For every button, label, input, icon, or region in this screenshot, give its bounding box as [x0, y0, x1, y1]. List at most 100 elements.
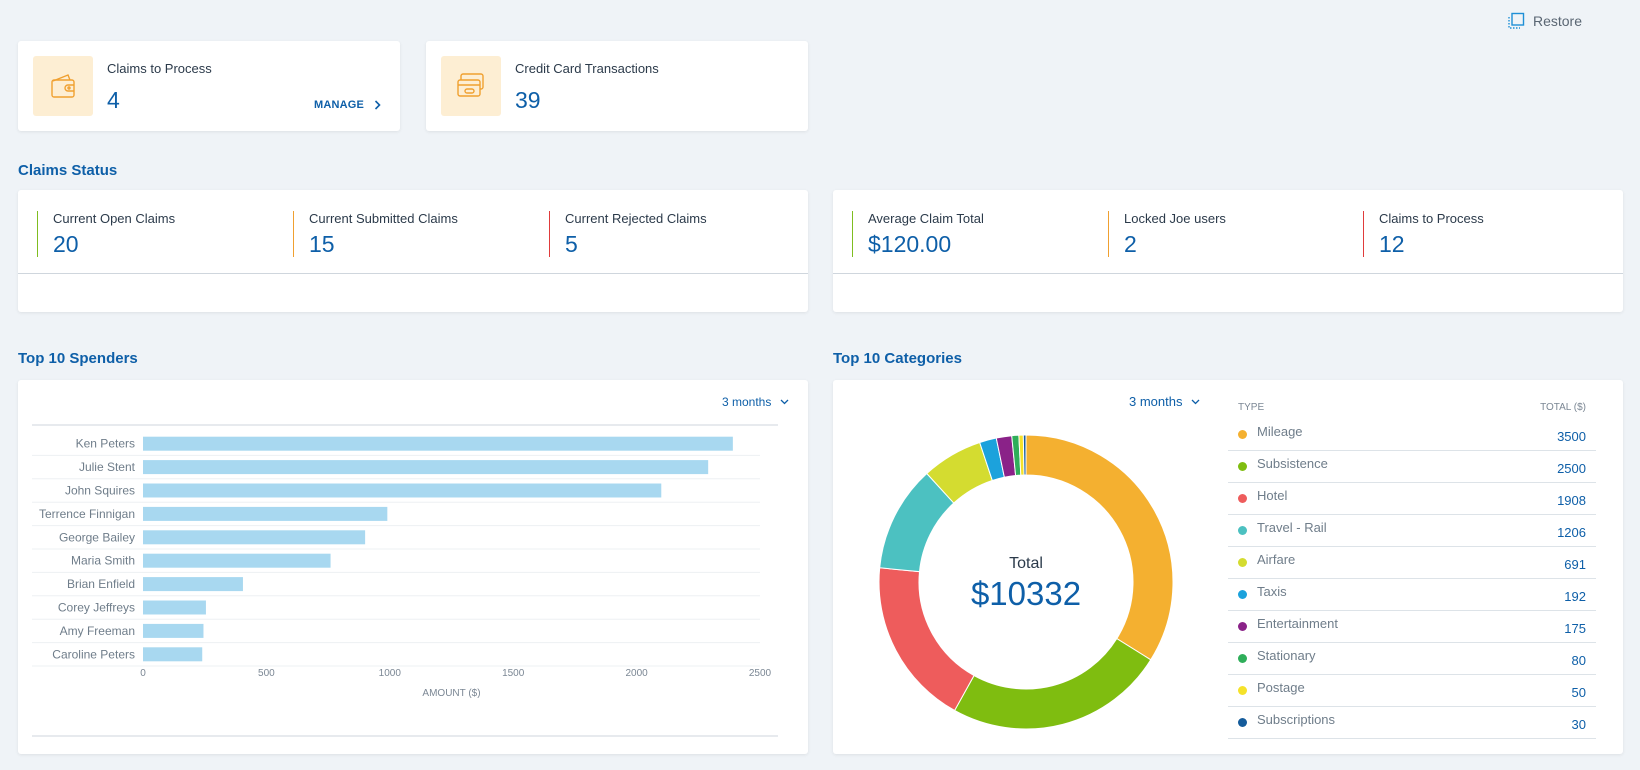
bar [143, 460, 709, 475]
table-row: Hotel 1908 [1228, 483, 1596, 515]
category-name: Travel - Rail [1257, 520, 1327, 535]
spenders-period-select[interactable]: 3 months [722, 395, 789, 409]
spenders-bar-chart: Ken Peters Julie Stent John Squires Terrenc… [32, 424, 778, 737]
bar-label: Julie Stent [79, 460, 136, 474]
stat-value: $120.00 [868, 231, 952, 257]
x-tick-label: 1000 [379, 668, 402, 679]
claims-to-process-card: Claims to Process 4 MANAGE [18, 41, 400, 131]
stat-value: 12 [1379, 231, 1405, 257]
claims-status-panel-right: Average Claim Total $120.00 Locked Joe u… [833, 190, 1623, 312]
table-row: Taxis 192 [1228, 579, 1596, 611]
bar [143, 506, 388, 521]
credit-card-icon [441, 56, 501, 116]
bar [143, 647, 203, 662]
bar-label: Brian Enfield [67, 577, 135, 591]
bar-label: Amy Freeman [60, 624, 135, 638]
stat-rejected-claims: Current Rejected Claims 5 [549, 211, 707, 257]
legend-dot [1238, 526, 1247, 535]
donut-slice [1025, 434, 1174, 661]
categories-period-select[interactable]: 3 months [1129, 394, 1200, 409]
col-type-header: TYPE [1238, 402, 1265, 413]
chevron-down-icon [780, 399, 789, 405]
restore-button[interactable]: Restore [1507, 12, 1582, 30]
top-categories-panel: 3 months Total $10332 TYPE TOTAL ($) Mile… [833, 380, 1623, 754]
x-axis-label: AMOUNT ($) [422, 688, 480, 699]
table-row: Travel - Rail 1206 [1228, 515, 1596, 547]
legend-dot [1238, 558, 1247, 567]
stat-value: 5 [565, 231, 578, 257]
top-spenders-panel: 3 months Ken Peters Julie Stent John Squir… [18, 380, 808, 754]
category-name: Subsistence [1257, 456, 1328, 471]
stat-claims-to-process: Claims to Process 12 [1363, 211, 1484, 257]
stat-value: 2 [1124, 231, 1137, 257]
period-label: 3 months [1129, 394, 1183, 409]
bar-label: John Squires [65, 484, 135, 498]
category-total: 2500 [1557, 461, 1586, 476]
x-tick-label: 0 [140, 668, 146, 679]
kpi-value: 39 [515, 87, 541, 113]
divider [833, 273, 1623, 274]
categories-donut-chart: Total $10332 [878, 434, 1174, 730]
stat-label: Current Open Claims [53, 211, 176, 226]
legend-dot [1238, 590, 1247, 599]
stat-label: Locked Joe users [1124, 211, 1226, 226]
stat-value: 15 [309, 231, 335, 257]
table-row: Entertainment 175 [1228, 611, 1596, 643]
donut-total-value: $10332 [971, 575, 1081, 612]
categories-table: TYPE TOTAL ($) Mileage 3500 Subsistence 250… [1228, 396, 1596, 739]
table-row: Airfare 691 [1228, 547, 1596, 579]
category-total: 1206 [1557, 525, 1586, 540]
stat-label: Current Rejected Claims [565, 211, 707, 226]
wallet-icon [33, 56, 93, 116]
donut-slice [953, 637, 1152, 730]
category-total: 1908 [1557, 493, 1586, 508]
bar [143, 530, 366, 545]
stat-average-claim-total: Average Claim Total $120.00 [852, 211, 984, 257]
manage-label: MANAGE [314, 99, 365, 111]
x-tick-label: 2000 [625, 668, 648, 679]
category-total: 80 [1571, 653, 1586, 668]
donut-slice [1022, 434, 1027, 476]
legend-dot [1238, 718, 1247, 727]
donut-total-label: Total [1009, 555, 1043, 572]
top-spenders-title: Top 10 Spenders [18, 350, 138, 367]
category-name: Stationary [1257, 648, 1316, 663]
bar-label: Corey Jeffreys [58, 601, 135, 615]
category-name: Airfare [1257, 552, 1296, 567]
legend-dot [1238, 462, 1247, 471]
legend-dot [1238, 622, 1247, 631]
x-tick-label: 2500 [749, 668, 772, 679]
category-name: Subscriptions [1257, 712, 1336, 727]
bar-label: Ken Peters [76, 437, 135, 451]
table-row: Postage 50 [1228, 675, 1596, 707]
kpi-label: Claims to Process [107, 61, 212, 76]
top-categories-title: Top 10 Categories [833, 350, 962, 367]
stat-open-claims: Current Open Claims 20 [37, 211, 175, 257]
kpi-label: Credit Card Transactions [515, 61, 659, 76]
bar-label: Caroline Peters [52, 647, 135, 661]
stat-submitted-claims: Current Submitted Claims 15 [293, 211, 458, 257]
legend-dot [1238, 654, 1247, 663]
table-header: TYPE TOTAL ($) [1228, 396, 1596, 419]
stat-label: Current Submitted Claims [309, 211, 458, 226]
legend-dot [1238, 686, 1247, 695]
category-name: Postage [1257, 680, 1305, 695]
category-total: 3500 [1557, 429, 1586, 444]
category-name: Entertainment [1257, 616, 1338, 631]
bar [143, 553, 331, 568]
category-name: Taxis [1257, 584, 1287, 599]
table-row: Subsistence 2500 [1228, 451, 1596, 483]
period-label: 3 months [722, 395, 772, 409]
claims-status-panel-left: Current Open Claims 20 Current Submitted… [18, 190, 808, 312]
restore-icon [1508, 12, 1525, 29]
credit-card-transactions-card: Credit Card Transactions 39 [426, 41, 808, 131]
manage-link[interactable]: MANAGE [314, 99, 381, 111]
x-tick-label: 1500 [502, 668, 525, 679]
restore-label: Restore [1532, 13, 1582, 29]
category-name: Mileage [1257, 424, 1303, 439]
bar [143, 436, 733, 451]
stat-value: 20 [53, 231, 79, 257]
bar [143, 623, 204, 638]
kpi-value: 4 [107, 87, 120, 113]
legend-dot [1238, 430, 1247, 439]
